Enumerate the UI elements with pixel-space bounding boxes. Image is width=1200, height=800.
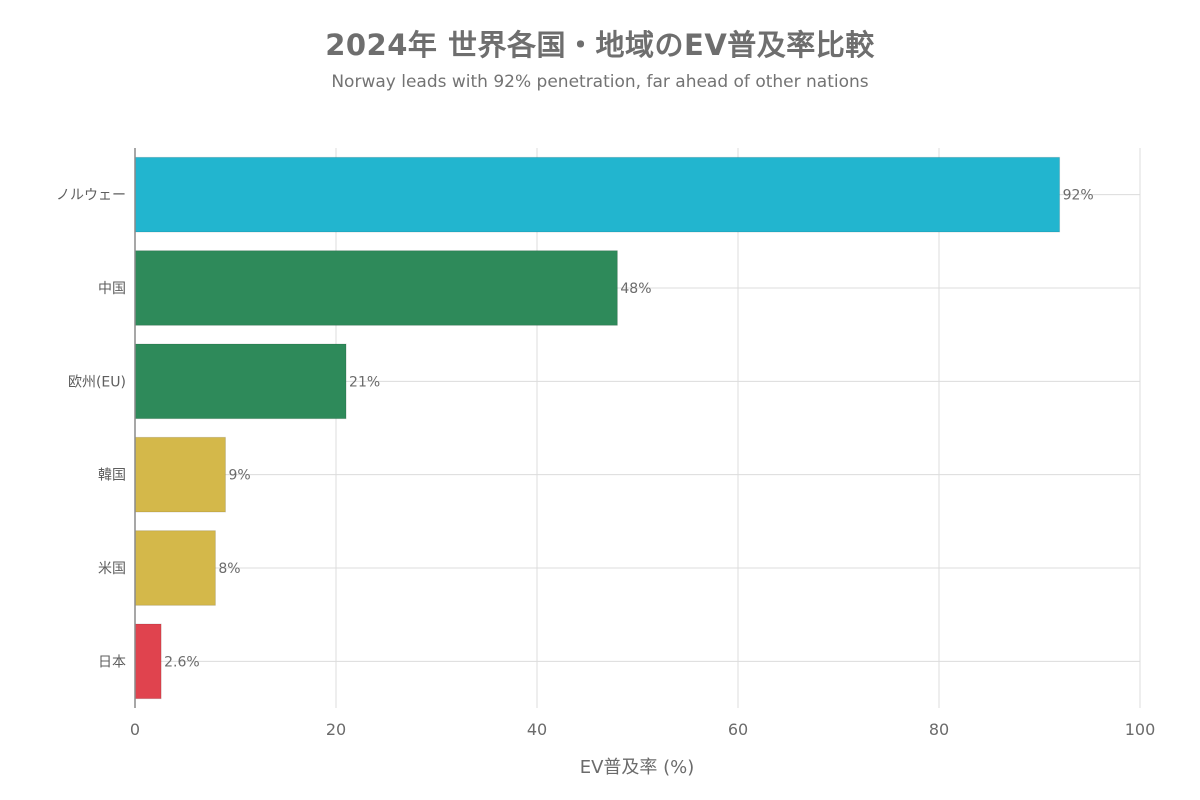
data-label: 9%	[228, 468, 250, 484]
data-label: 2.6%	[164, 654, 200, 670]
y-tick-label: 中国	[98, 281, 126, 297]
data-label: 92%	[1063, 188, 1094, 204]
bars	[134, 156, 1061, 700]
chart-title: 2024年 世界各国・地域のEV普及率比較	[325, 28, 875, 62]
labels: 0 20 40 60 80 100 92% ノルウェー 48% 中国 21% 欧州(EU) 9% 韓国 8%…	[56, 188, 1155, 739]
bar[interactable]	[134, 530, 216, 606]
x-tick-label: 40	[527, 720, 547, 739]
x-axis-title: EV普及率 (%)	[580, 757, 695, 778]
data-label: 21%	[349, 374, 380, 390]
y-tick-label: 日本	[98, 654, 126, 670]
data-label: 8%	[218, 561, 240, 577]
bar[interactable]	[134, 343, 347, 420]
chart-subtitle: Norway leads with 92% penetration, far a…	[331, 72, 869, 92]
x-tick-label: 80	[929, 720, 949, 739]
bar[interactable]	[134, 623, 162, 700]
x-tick-label: 0	[130, 720, 140, 739]
bar[interactable]	[134, 436, 226, 513]
x-tick-label: 100	[1125, 720, 1156, 739]
bar[interactable]	[134, 156, 1061, 233]
y-tick-label: ノルウェー	[56, 188, 126, 204]
x-tick-label: 60	[728, 720, 748, 739]
y-tick-label: 米国	[98, 561, 126, 577]
y-tick-label: 韓国	[98, 468, 126, 484]
data-label: 48%	[620, 281, 651, 297]
bar[interactable]	[134, 250, 618, 326]
x-tick-label: 20	[326, 720, 346, 739]
y-tick-label: 欧州(EU)	[68, 374, 126, 390]
